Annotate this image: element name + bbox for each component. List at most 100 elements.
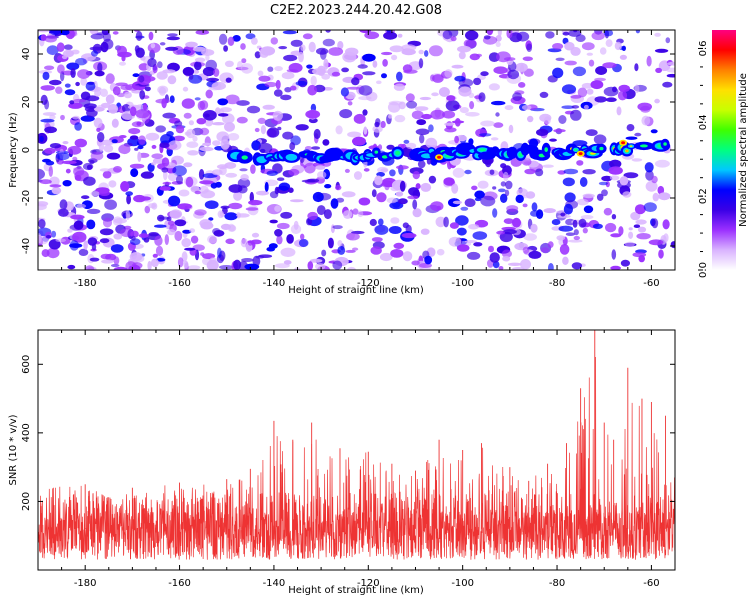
heatmap-noise-blob [288, 187, 294, 193]
heatmap-noise-blob [536, 128, 549, 136]
heatmap-noise-blob [451, 64, 464, 69]
heatmap-noise-blob [489, 252, 500, 263]
heatmap-noise-blob [635, 30, 640, 34]
heatmap-y-tick-label: -20 [21, 190, 32, 206]
heatmap-noise-blob [568, 30, 582, 37]
heatmap-noise-blob [501, 249, 512, 258]
heatmap-noise-blob [199, 185, 209, 194]
heatmap-noise-blob [548, 263, 554, 270]
heatmap-noise-blob [256, 190, 269, 196]
signal-blob-core [663, 142, 667, 146]
heatmap-noise-blob [181, 251, 188, 262]
colorbar-tick-label: 0.4 [698, 114, 709, 130]
heatmap-noise-blob [611, 249, 617, 260]
heatmap-noise-blob [304, 146, 313, 151]
heatmap-noise-blob [90, 191, 100, 197]
heatmap-noise-blob [431, 92, 439, 97]
heatmap-noise-blob [283, 54, 298, 62]
heatmap-noise-blob [605, 97, 617, 102]
heatmap-noise-blob [131, 262, 143, 269]
heatmap-noise-blob [193, 69, 200, 74]
heatmap-noise-blob [476, 53, 482, 58]
heatmap-noise-blob [393, 83, 405, 91]
heatmap-noise-blob [288, 168, 300, 176]
heatmap-noise-blob [63, 44, 73, 50]
heatmap-noise-blob [591, 31, 605, 41]
heatmap-noise-blob [418, 58, 424, 69]
heatmap-noise-blob [386, 144, 395, 150]
heatmap-noise-blob [634, 63, 639, 72]
heatmap-noise-blob [493, 122, 504, 128]
heatmap-noise-blob [150, 43, 156, 49]
heatmap-noise-blob [39, 135, 44, 143]
heatmap-noise-blob [205, 89, 213, 99]
heatmap-noise-blob [86, 164, 93, 170]
heatmap-noise-blob [321, 73, 331, 80]
heatmap-noise-blob [651, 175, 658, 184]
heatmap-noise-blob [544, 116, 551, 125]
heatmap-noise-blob [140, 75, 156, 82]
heatmap-noise-blob [211, 169, 223, 176]
colorbar-label: Normalized spectral amplitude [738, 73, 749, 227]
heatmap-noise-blob [283, 260, 292, 265]
heatmap-noise-blob [290, 39, 303, 47]
heatmap-noise-blob [558, 225, 574, 232]
heatmap-noise-blob [473, 77, 482, 86]
heatmap-noise-blob [137, 145, 144, 150]
heatmap-noise-blob [218, 33, 228, 45]
heatmap-noise-blob [49, 143, 62, 149]
heatmap-noise-blob [227, 133, 240, 141]
heatmap-noise-blob [188, 120, 194, 126]
heatmap-noise-blob [60, 114, 65, 121]
heatmap-y-tick-label: 0 [21, 147, 32, 153]
heatmap-noise-blob [140, 171, 154, 179]
heatmap-noise-blob [161, 167, 169, 173]
heatmap-noise-blob [492, 208, 498, 218]
signal-blob-peak [629, 145, 633, 147]
heatmap-noise-blob [227, 36, 235, 46]
heatmap-noise-blob [159, 142, 170, 148]
heatmap-noise-blob [300, 233, 305, 240]
heatmap-noise-blob [595, 66, 608, 75]
heatmap-noise-blob [189, 228, 196, 233]
heatmap-noise-blob [632, 252, 647, 258]
heatmap-noise-blob [399, 180, 406, 192]
heatmap-noise-blob [435, 216, 446, 228]
heatmap-noise-blob [428, 124, 434, 133]
heatmap-noise-blob [522, 56, 533, 62]
heatmap-noise-blob [478, 92, 486, 102]
heatmap-noise-blob [267, 66, 274, 72]
heatmap-noise-blob [302, 33, 313, 40]
heatmap-noise-blob [508, 124, 514, 134]
heatmap-noise-blob [634, 132, 642, 137]
heatmap-noise-blob [486, 30, 494, 36]
heatmap-noise-blob [332, 225, 343, 230]
heatmap-noise-blob [174, 219, 187, 227]
heatmap-noise-blob [562, 256, 569, 265]
heatmap-noise-blob [614, 41, 622, 51]
heatmap-noise-blob [347, 131, 362, 138]
heatmap-noise-blob [352, 136, 366, 146]
heatmap-noise-blob [125, 83, 141, 91]
heatmap-noise-blob [125, 191, 133, 196]
heatmap-noise-blob [150, 162, 157, 166]
heatmap-noise-blob [236, 100, 250, 106]
heatmap-noise-blob [300, 44, 306, 52]
heatmap-noise-blob [389, 201, 404, 210]
heatmap-noise-blob [157, 214, 165, 222]
heatmap-noise-blob [49, 114, 56, 120]
heatmap-noise-blob [148, 232, 159, 237]
heatmap-noise-blob [381, 73, 387, 79]
snr-y-axis-label: SNR (10 * v/v) [8, 414, 19, 485]
heatmap-noise-blob [455, 215, 469, 226]
heatmap-noise-blob [563, 203, 574, 215]
snr-x-tick-label: -60 [643, 578, 659, 589]
heatmap-noise-blob [666, 73, 675, 78]
heatmap-noise-blob [105, 94, 115, 104]
heatmap-noise-blob [178, 189, 190, 197]
heatmap-noise-blob [204, 200, 219, 209]
heatmap-noise-blob [454, 75, 466, 82]
heatmap-noise-blob [289, 85, 297, 91]
heatmap-noise-blob [358, 96, 372, 101]
heatmap-noise-blob [185, 176, 194, 188]
